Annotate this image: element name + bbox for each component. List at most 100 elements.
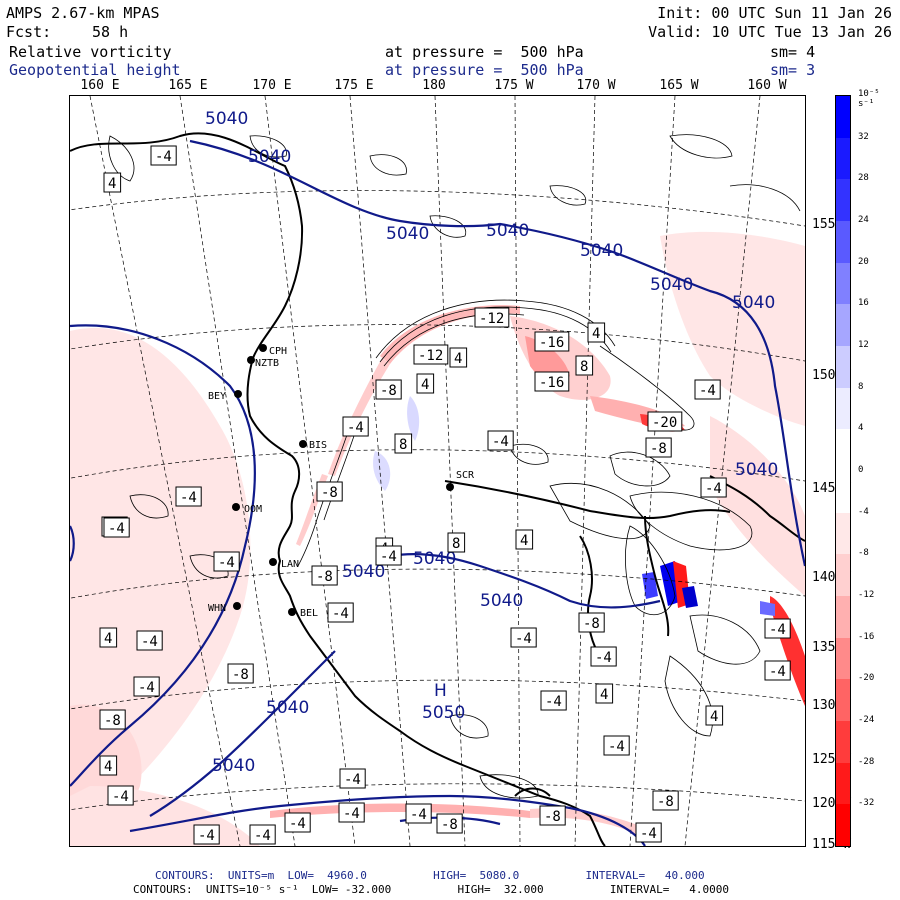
vorticity-label-box xyxy=(447,532,466,553)
vorticity-label: -4 xyxy=(344,772,361,788)
vorticity-label-box xyxy=(339,768,366,789)
vorticity-label: -12 xyxy=(418,348,443,364)
model-title: AMPS 2.67-km MPAS xyxy=(6,4,160,22)
colorbar-tick-label: 24 xyxy=(858,215,869,225)
vorticity-label: -8 xyxy=(380,383,397,399)
colorbar-tick-label: 4 xyxy=(858,423,864,434)
height-label: 5040 xyxy=(732,293,775,313)
vorticity-label-box xyxy=(311,565,338,586)
vorticity-label: 4 xyxy=(710,709,718,725)
vorticity-label: 4 xyxy=(520,533,528,549)
vorticity-label-box xyxy=(575,355,594,376)
vorticity-label-box xyxy=(107,785,134,806)
vorticity-label: 8 xyxy=(580,359,588,375)
vorticity-label: -4 xyxy=(608,739,625,755)
vorticity-label: -4 xyxy=(138,680,155,696)
vorticity-label-box xyxy=(413,344,449,365)
vorticity-label-box xyxy=(652,790,679,811)
station-dot xyxy=(288,608,296,616)
vorticity-label: -4 xyxy=(595,650,612,666)
station-label: OOM xyxy=(244,504,262,515)
vorticity-label: 4 xyxy=(108,176,116,192)
vorticity-label-box xyxy=(375,379,402,400)
vorticity-label-box xyxy=(515,529,534,550)
colorbar-tick-label: -32 xyxy=(858,798,875,809)
station-dot xyxy=(232,503,240,511)
colorbar-segment xyxy=(836,554,850,597)
vorticity-label-box xyxy=(213,551,240,572)
vorticity-label: -4 xyxy=(180,490,197,506)
vorticity-label-box xyxy=(338,802,365,823)
height-label: 5040 xyxy=(413,549,456,569)
vorticity-label-box xyxy=(436,813,463,834)
colorbar-segment xyxy=(836,804,850,847)
height-labels: 5040 5040 5040 5040 5040 5040 5040 5040 … xyxy=(205,109,778,776)
vorticity-label-box xyxy=(539,805,566,826)
vorticity-label-box xyxy=(647,411,683,432)
vorticity-label: -4 xyxy=(347,420,364,436)
vorticity-label: -4 xyxy=(141,634,158,650)
colorbar-tick-label: -28 xyxy=(858,756,875,767)
vorticity-label-box xyxy=(150,145,177,166)
field2-smoothing: sm= 3 xyxy=(770,61,816,79)
vorticity-label-box xyxy=(375,545,402,566)
station-label: BEY xyxy=(208,391,226,402)
colorbar-tick-label: 28 xyxy=(858,173,869,184)
colorbar-segment xyxy=(836,429,850,472)
init-time: Init: 00 UTC Sun 11 Jan 26 xyxy=(657,4,892,22)
vorticity-label-box xyxy=(99,709,126,730)
colorbar-segment xyxy=(836,179,850,222)
vorticity-label: -4 xyxy=(155,149,172,165)
height-label: 5040 xyxy=(480,591,523,611)
vorticity-label: -4 xyxy=(769,622,786,638)
vorticity-label: -4 xyxy=(380,549,397,565)
vorticity-label-box xyxy=(474,307,510,328)
vorticity-label: -8 xyxy=(321,485,338,501)
station-dot xyxy=(233,602,241,610)
lon-label: 165 E xyxy=(168,78,208,93)
vorticity-label: 8 xyxy=(452,536,460,552)
colorbar-segment xyxy=(836,346,850,389)
vorticity-label: 8 xyxy=(399,437,407,453)
vorticity-label-box xyxy=(175,486,202,507)
height-label: 5040 xyxy=(342,562,385,582)
vorticity-label-box xyxy=(540,690,567,711)
colorbar-segment xyxy=(836,304,850,347)
map-panel[interactable]: 5040 5040 5040 5040 5040 5040 5040 5040 … xyxy=(69,95,806,847)
height-label: 5040 xyxy=(735,460,778,480)
vorticity-label-box xyxy=(99,755,118,776)
high-marker: H xyxy=(434,681,447,701)
vorticity-label: -4 xyxy=(699,383,716,399)
vorticity-label-box xyxy=(578,612,605,633)
vorticity-label-box xyxy=(694,379,721,400)
forecast-value: 58 h xyxy=(92,23,129,41)
colorbar-unit: 10⁻⁵ s⁻¹ xyxy=(858,89,880,109)
vorticity-label: -20 xyxy=(652,415,677,431)
height-label: 5040 xyxy=(212,756,255,776)
station-label: BEL xyxy=(300,608,318,619)
vorticity-label: -8 xyxy=(316,569,333,585)
vorticity-label: -8 xyxy=(650,441,667,457)
vorticity-label-box xyxy=(103,517,130,538)
colorbar xyxy=(835,95,851,847)
field2-name: Geopotential height xyxy=(9,61,181,79)
footer-height-contours: CONTOURS: UNITS=m LOW= 4960.0 HIGH= 5080… xyxy=(155,869,705,882)
vorticity-label-box xyxy=(595,683,614,704)
colorbar-tick-label: 12 xyxy=(858,340,869,350)
height-label: 5040 xyxy=(248,147,291,167)
vorticity-label: -4 xyxy=(218,555,235,571)
station-label: WHN xyxy=(208,603,226,614)
vorticity-label-box xyxy=(534,331,570,352)
field2-level: at pressure = 500 hPa xyxy=(385,61,584,79)
colorbar-segment xyxy=(836,721,850,764)
vorticity-label-box xyxy=(705,705,724,726)
vorticity-label: -4 xyxy=(515,631,532,647)
station-label: SCR xyxy=(456,470,475,481)
vorticity-label: -4 xyxy=(492,434,509,450)
vorticity-label-box xyxy=(342,416,369,437)
height-label: 5040 xyxy=(650,275,693,295)
colorbar-tick-label: 32 xyxy=(858,131,869,142)
field1-level: at pressure = 500 hPa xyxy=(385,43,584,61)
vorticity-label: -4 xyxy=(254,828,271,844)
lon-label: 180 xyxy=(422,78,446,93)
